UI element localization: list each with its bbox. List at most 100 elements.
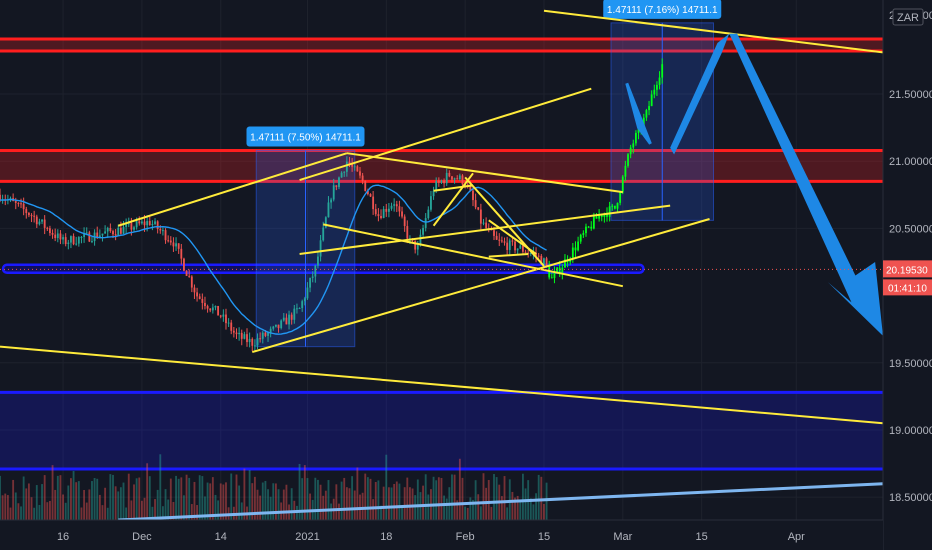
candle [419, 234, 422, 246]
volume-bar [387, 487, 390, 520]
candle [83, 233, 86, 237]
volume-bar [85, 502, 88, 520]
candle [516, 248, 519, 251]
volume-bar [217, 500, 220, 520]
candle [440, 180, 443, 183]
volume-bar [493, 474, 495, 520]
candle [261, 332, 264, 339]
candle [143, 221, 146, 226]
volume-bar [335, 484, 338, 520]
candle [414, 240, 417, 250]
candle [485, 222, 488, 228]
resistance-zone [0, 38, 883, 52]
candle [348, 161, 351, 165]
price-tick-label: 19.00000 [889, 425, 932, 437]
volume-bar [130, 500, 133, 520]
candle [553, 272, 556, 279]
candle [524, 251, 527, 253]
volume-bar [269, 496, 272, 520]
candle [104, 231, 107, 234]
candle [387, 208, 390, 212]
candle [88, 232, 91, 242]
volume-bar [159, 454, 162, 520]
candle [51, 232, 54, 235]
candle [119, 227, 122, 234]
candle [154, 221, 156, 224]
volume-bar [169, 478, 172, 520]
volume-bar [351, 476, 354, 520]
candle [172, 242, 175, 247]
candle [648, 106, 650, 111]
volume-bar [443, 495, 446, 520]
candles [0, 58, 664, 352]
candle [277, 324, 280, 329]
candle [230, 322, 233, 331]
volume-bar [98, 494, 101, 520]
volume-bar [214, 494, 217, 520]
candle [222, 314, 225, 317]
volume-bar [0, 475, 1, 520]
volume-bar [456, 500, 459, 520]
candle [188, 275, 191, 277]
volume-bar [54, 489, 57, 520]
candle [427, 209, 430, 219]
candle [592, 216, 595, 229]
volume-bar [156, 489, 159, 520]
candle [204, 302, 206, 307]
candle [167, 240, 170, 242]
price-tick-label: 20.50000 [889, 223, 932, 235]
volume-bar [521, 473, 524, 520]
volume-bar [453, 474, 456, 520]
volume-bar [345, 487, 348, 520]
volume-bar [380, 505, 382, 520]
candle [390, 205, 393, 209]
candle [282, 317, 285, 321]
volume-bar [324, 490, 327, 520]
volume-bar [235, 474, 238, 520]
candle [364, 180, 367, 191]
volume-bar [356, 467, 359, 520]
candle [246, 334, 248, 343]
volume-bar [327, 480, 330, 520]
volume-bar [511, 491, 514, 520]
candle [67, 242, 70, 244]
candle [624, 165, 627, 177]
volume-bar [411, 488, 414, 520]
candle [650, 94, 653, 107]
candle [430, 196, 432, 210]
volume-bar [427, 494, 430, 520]
candle [306, 287, 309, 299]
volume-bar [432, 476, 435, 520]
volume-bar [133, 484, 135, 520]
candle [309, 277, 311, 288]
trend-line [432, 172, 474, 227]
volume-bar [372, 499, 375, 520]
candle [114, 234, 117, 236]
candle [558, 267, 561, 274]
volume-bar [338, 503, 340, 520]
volume-bar [67, 485, 70, 520]
volume-bar [414, 495, 417, 520]
candle [437, 181, 440, 183]
volume-bar [506, 507, 509, 520]
candle [535, 252, 537, 256]
candle [201, 298, 204, 303]
candle [613, 205, 616, 209]
volume-bar [464, 506, 467, 520]
candle [285, 317, 288, 325]
volume-bar [138, 477, 141, 520]
volume-bar [437, 477, 440, 520]
volume-bar [543, 503, 545, 520]
volume-bar [51, 465, 54, 520]
candle [198, 296, 201, 299]
candle [361, 175, 364, 181]
volume-bar [500, 496, 503, 520]
candle [606, 213, 608, 217]
volume-bar [25, 488, 28, 520]
volume-bar [140, 500, 143, 520]
price-tag-box [883, 260, 932, 278]
candle [127, 222, 130, 225]
candle [256, 338, 259, 346]
